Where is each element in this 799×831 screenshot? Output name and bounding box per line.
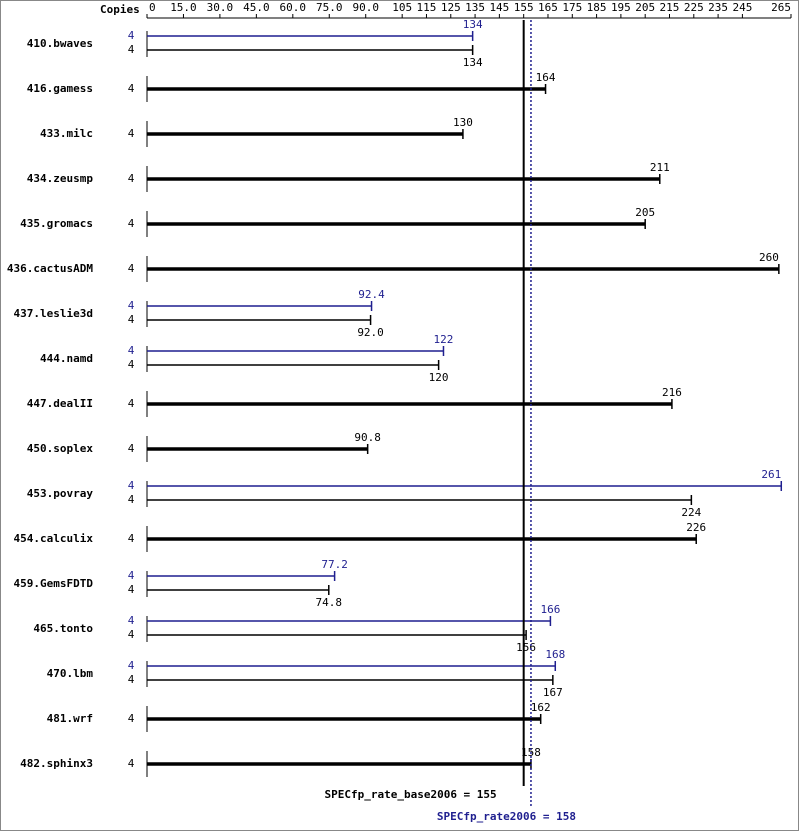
copies-header: Copies: [100, 3, 140, 16]
benchmark-label: 434.zeusmp: [27, 172, 94, 185]
benchmark-label: 437.leslie3d: [14, 307, 93, 320]
value-label: 122: [434, 333, 454, 346]
copies-label: 4: [128, 358, 135, 371]
value-label: 120: [429, 371, 449, 384]
benchmark-label: 465.tonto: [33, 622, 93, 635]
benchmark-label: 481.wrf: [47, 712, 93, 725]
value-label: 134: [463, 56, 483, 69]
copies-label: 4: [128, 659, 135, 672]
copies-label: 4: [128, 757, 135, 770]
copies-label: 4: [128, 217, 135, 230]
value-label: 130: [453, 116, 473, 129]
copies-label: 4: [128, 628, 135, 641]
reference-label: SPECfp_rate_base2006 = 155: [324, 788, 496, 801]
x-tick-label: 0: [149, 1, 156, 14]
copies-label: 4: [128, 172, 135, 185]
x-tick-label: 265: [771, 1, 791, 14]
copies-label: 4: [128, 673, 135, 686]
benchmark-label: 470.lbm: [47, 667, 94, 680]
copies-label: 4: [128, 43, 135, 56]
value-label: 164: [536, 71, 556, 84]
value-label: 211: [650, 161, 670, 174]
value-label: 168: [545, 648, 565, 661]
value-label: 226: [686, 521, 706, 534]
x-tick-label: 175: [562, 1, 582, 14]
x-tick-label: 205: [635, 1, 655, 14]
copies-label: 4: [128, 127, 135, 140]
value-label: 134: [463, 18, 483, 31]
benchmark-label: 435.gromacs: [20, 217, 93, 230]
reference-label: SPECfp_rate2006 = 158: [437, 810, 576, 823]
copies-label: 4: [128, 299, 135, 312]
x-tick-label: 30.0: [207, 1, 234, 14]
x-tick-label: 215: [660, 1, 680, 14]
x-tick-label: 155: [514, 1, 534, 14]
x-tick-label: 145: [489, 1, 509, 14]
copies-label: 4: [128, 614, 135, 627]
value-label: 162: [531, 701, 551, 714]
copies-label: 4: [128, 82, 135, 95]
value-label: 156: [516, 641, 536, 654]
benchmark-label: 453.povray: [27, 487, 94, 500]
value-label: 92.4: [358, 288, 385, 301]
value-label: 261: [761, 468, 781, 481]
copies-label: 4: [128, 262, 135, 275]
value-label: 92.0: [357, 326, 384, 339]
benchmark-label: 459.GemsFDTD: [14, 577, 94, 590]
x-tick-label: 15.0: [170, 1, 197, 14]
copies-label: 4: [128, 479, 135, 492]
x-tick-label: 60.0: [280, 1, 307, 14]
copies-label: 4: [128, 29, 135, 42]
value-label: 166: [540, 603, 560, 616]
benchmark-label: 450.soplex: [27, 442, 94, 455]
copies-label: 4: [128, 493, 135, 506]
value-label: 224: [681, 506, 701, 519]
x-tick-label: 135: [465, 1, 485, 14]
copies-label: 4: [128, 712, 135, 725]
copies-label: 4: [128, 442, 135, 455]
copies-label: 4: [128, 569, 135, 582]
value-label: 216: [662, 386, 682, 399]
benchmark-label: 416.gamess: [27, 82, 93, 95]
x-tick-label: 125: [441, 1, 461, 14]
copies-label: 4: [128, 344, 135, 357]
value-label: 90.8: [354, 431, 381, 444]
benchmark-label: 454.calculix: [14, 532, 94, 545]
value-label: 205: [635, 206, 655, 219]
benchmark-label: 447.dealII: [27, 397, 93, 410]
x-tick-label: 245: [732, 1, 752, 14]
x-tick-label: 105: [392, 1, 412, 14]
value-label: 77.2: [321, 558, 348, 571]
x-tick-label: 75.0: [316, 1, 343, 14]
value-label: 167: [543, 686, 563, 699]
value-label: 260: [759, 251, 779, 264]
copies-label: 4: [128, 532, 135, 545]
x-tick-label: 90.0: [352, 1, 379, 14]
x-tick-label: 45.0: [243, 1, 270, 14]
benchmark-label: 433.milc: [40, 127, 93, 140]
x-tick-label: 185: [587, 1, 607, 14]
benchmark-label: 444.namd: [40, 352, 93, 365]
x-tick-label: 225: [684, 1, 704, 14]
x-tick-label: 195: [611, 1, 631, 14]
benchmark-label: 482.sphinx3: [20, 757, 93, 770]
value-label: 74.8: [316, 596, 343, 609]
copies-label: 4: [128, 313, 135, 326]
x-tick-label: 235: [708, 1, 728, 14]
benchmark-label: 410.bwaves: [27, 37, 93, 50]
copies-label: 4: [128, 583, 135, 596]
benchmark-label: 436.cactusADM: [7, 262, 93, 275]
x-tick-label: 165: [538, 1, 558, 14]
copies-label: 4: [128, 397, 135, 410]
x-tick-label: 115: [417, 1, 437, 14]
